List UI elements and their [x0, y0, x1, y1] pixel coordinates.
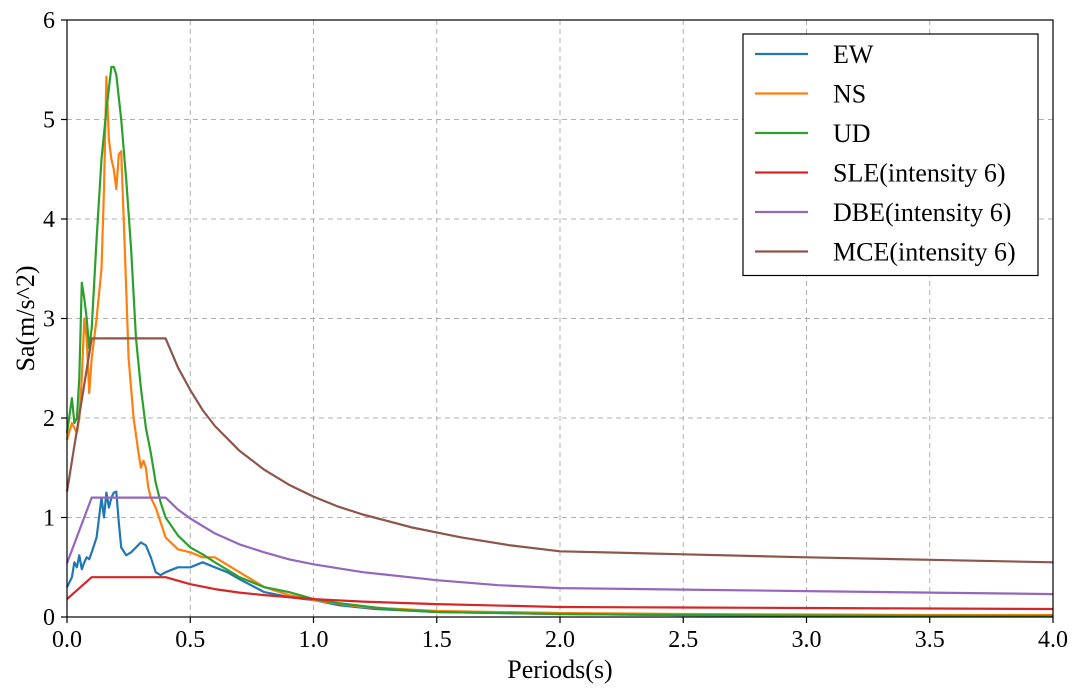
axis-ticks: 0.0 0.5 1.0 1.5 2.0 2.5 3.0 3.5 4.0 0 1 2 3 4 5 6: [43, 8, 1068, 653]
y-axis-title: Sa(m/s^2): [11, 265, 40, 371]
legend-label: SLE(intensity 6): [833, 159, 1006, 188]
y-tick-label: 4: [43, 207, 55, 233]
series-line-sle-intensity-6: [66, 576, 1054, 611]
x-tick-label: 3.0: [792, 627, 822, 653]
y-tick-label: 6: [43, 8, 55, 34]
y-tick-label: 3: [43, 307, 55, 333]
series-line-ns: [65, 75, 1053, 617]
legend-label: NS: [833, 80, 866, 109]
x-tick-label: 0.0: [52, 627, 82, 653]
x-tick-label: 1.5: [422, 627, 452, 653]
x-tick-label: 3.5: [915, 627, 945, 653]
x-tick-label: 4.0: [1038, 627, 1068, 653]
x-tick-label: 0.5: [175, 627, 205, 653]
series-line-ud: [65, 65, 1054, 618]
x-tick-label: 2.0: [545, 627, 575, 653]
legend-label: DBE(intensity 6): [833, 198, 1011, 227]
x-axis-title: Periods(s): [507, 655, 612, 684]
x-tick-label: 1.0: [299, 627, 329, 653]
y-tick-label: 0: [43, 605, 55, 631]
y-tick-label: 5: [43, 108, 55, 134]
y-tick-label: 1: [43, 506, 55, 532]
legend-label: MCE(intensity 6): [833, 238, 1016, 267]
legend-label: EW: [833, 40, 874, 69]
legend: EW NS UD SLE(intensity 6) DBE(intensity 6) MC…: [742, 33, 1039, 277]
legend-label: UD: [833, 119, 871, 148]
series-line-mce-intensity-6: [65, 337, 1054, 564]
series-lines: [65, 65, 1054, 618]
series-line-dbe-intensity-6: [65, 496, 1054, 596]
x-tick-label: 2.5: [668, 627, 698, 653]
y-tick-label: 2: [43, 406, 55, 432]
legend-box: [742, 33, 1039, 277]
